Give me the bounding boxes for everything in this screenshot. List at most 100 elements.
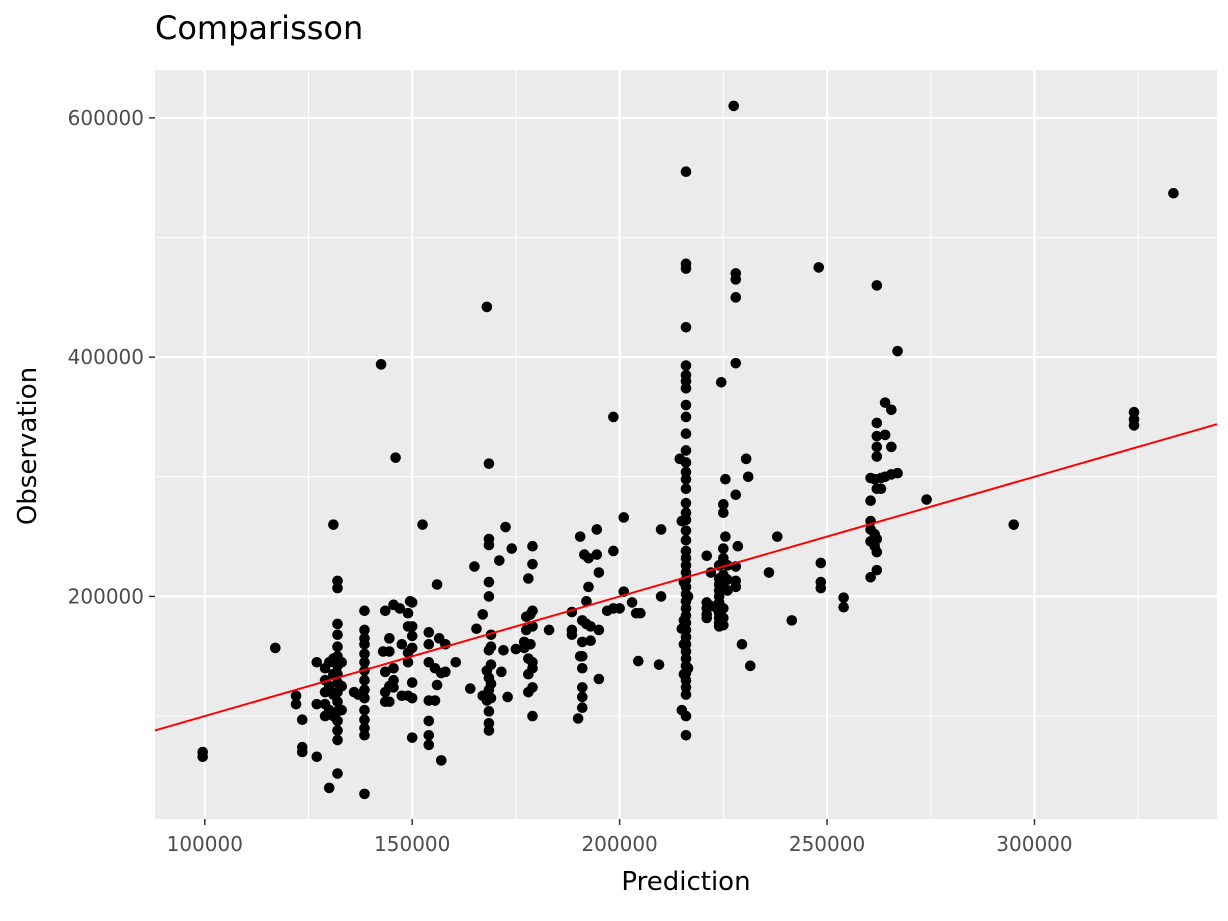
- data-point: [359, 656, 370, 668]
- y-tick-label: 400000: [68, 345, 144, 369]
- data-point: [494, 555, 505, 566]
- data-point: [618, 512, 630, 523]
- data-point: [332, 629, 343, 641]
- data-point: [583, 581, 594, 593]
- data-point: [680, 382, 692, 394]
- data-point: [290, 690, 302, 702]
- x-tick-label: 250000: [789, 832, 865, 856]
- data-point: [682, 591, 694, 602]
- data-point: [510, 643, 522, 655]
- data-point: [384, 646, 395, 657]
- data-point: [483, 576, 495, 588]
- data-point: [871, 451, 883, 462]
- data-point: [396, 639, 408, 650]
- data-point: [732, 540, 744, 552]
- data-point: [626, 597, 638, 608]
- data-point: [502, 691, 513, 703]
- data-point: [583, 552, 594, 564]
- data-point: [527, 540, 538, 552]
- data-point: [1128, 420, 1140, 431]
- data-point: [763, 567, 775, 578]
- data-point: [871, 441, 883, 453]
- data-point: [485, 678, 497, 690]
- data-point: [680, 729, 692, 741]
- data-point: [332, 734, 343, 746]
- data-point: [680, 457, 692, 468]
- data-point: [680, 166, 692, 178]
- data-point: [296, 746, 308, 758]
- data-point: [715, 376, 727, 388]
- data-point: [730, 292, 742, 303]
- data-point: [359, 684, 370, 696]
- data-point: [471, 623, 482, 635]
- data-point: [875, 483, 887, 495]
- data-point: [359, 714, 370, 725]
- data-point: [527, 710, 538, 722]
- data-point: [682, 662, 694, 674]
- data-point: [786, 615, 798, 626]
- data-point: [394, 603, 406, 614]
- data-point: [527, 558, 538, 570]
- data-point: [886, 404, 897, 416]
- data-point: [406, 677, 418, 688]
- data-point: [423, 639, 435, 650]
- data-point: [892, 467, 903, 479]
- data-point: [701, 550, 713, 562]
- chart-title: Comparisson: [155, 9, 363, 47]
- data-point: [485, 641, 497, 653]
- data-point: [498, 644, 509, 656]
- data-point: [406, 630, 418, 642]
- data-point: [576, 636, 588, 648]
- data-point: [572, 713, 584, 724]
- data-point: [429, 695, 441, 706]
- data-point: [359, 605, 370, 617]
- data-point: [701, 612, 713, 624]
- data-point: [871, 564, 883, 576]
- data-point: [431, 679, 443, 691]
- data-point: [379, 666, 391, 678]
- data-point: [311, 698, 323, 710]
- data-point: [680, 473, 692, 485]
- data-point: [359, 639, 370, 650]
- data-point: [718, 603, 729, 614]
- data-point: [311, 656, 323, 668]
- data-point: [332, 696, 343, 708]
- data-point: [406, 692, 418, 704]
- data-point: [593, 624, 605, 636]
- data-point: [328, 519, 339, 530]
- data-point: [680, 710, 692, 722]
- data-point: [296, 714, 308, 725]
- data-point: [680, 263, 692, 274]
- data-point: [838, 601, 849, 613]
- data-point: [680, 534, 692, 546]
- data-point: [197, 751, 209, 763]
- data-point: [423, 739, 435, 751]
- data-point: [1008, 519, 1020, 530]
- data-point: [435, 755, 447, 766]
- data-point: [892, 345, 903, 357]
- data-point: [635, 607, 646, 619]
- data-point: [871, 417, 883, 429]
- data-point: [576, 682, 588, 693]
- data-point: [879, 397, 891, 408]
- data-point: [390, 452, 401, 463]
- data-point: [483, 539, 495, 551]
- data-point: [718, 507, 729, 518]
- data-point: [406, 621, 418, 632]
- data-point: [653, 659, 665, 670]
- data-point: [871, 430, 883, 442]
- data-point: [423, 627, 435, 638]
- data-point: [680, 525, 692, 536]
- data-point: [336, 656, 347, 668]
- data-point: [718, 543, 729, 554]
- y-tick-label: 200000: [68, 584, 144, 608]
- data-point: [483, 725, 495, 736]
- data-point: [359, 674, 370, 686]
- data-point: [718, 499, 729, 510]
- data-point: [632, 655, 644, 667]
- data-point: [865, 572, 876, 583]
- data-point: [406, 642, 418, 654]
- data-point: [871, 533, 883, 545]
- data-point: [566, 629, 578, 641]
- data-point: [359, 704, 370, 716]
